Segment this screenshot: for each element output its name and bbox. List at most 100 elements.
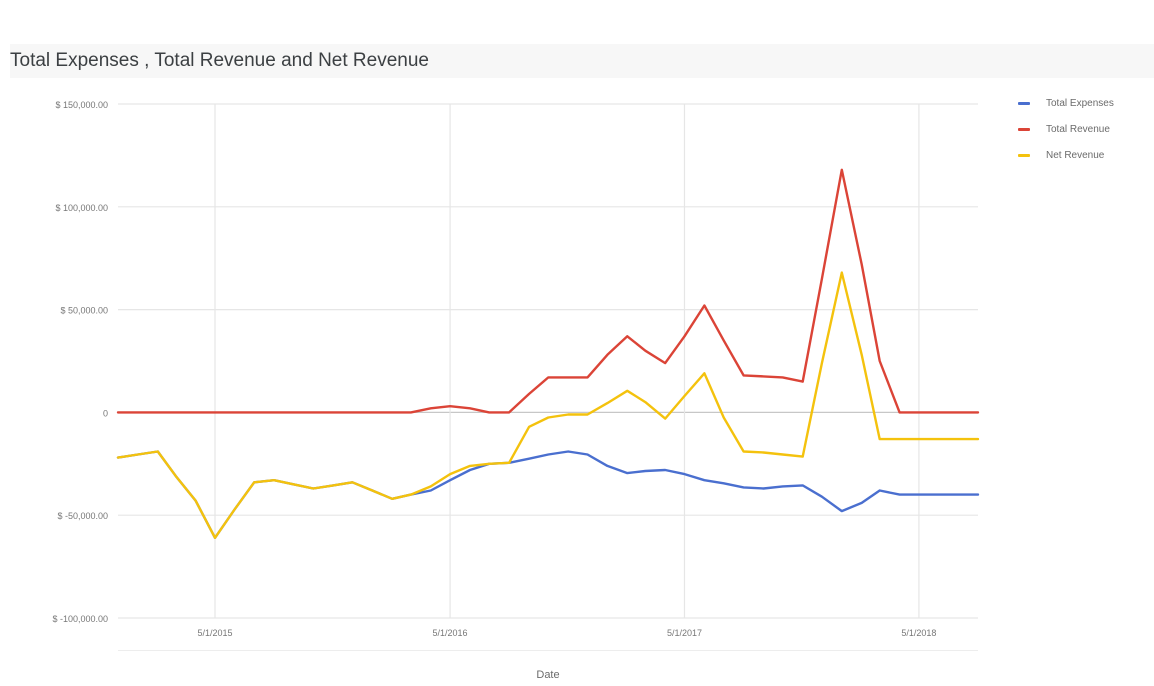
data-point-total-revenue[interactable]	[839, 167, 844, 172]
data-point-total-expenses[interactable]	[956, 492, 961, 497]
data-point-net-revenue[interactable]	[546, 415, 551, 420]
data-point-total-expenses[interactable]	[936, 492, 941, 497]
data-point-total-revenue[interactable]	[780, 375, 785, 380]
series-line-total-revenue[interactable]	[116, 168, 980, 414]
data-point-net-revenue[interactable]	[839, 270, 844, 275]
data-point-net-revenue[interactable]	[566, 412, 571, 417]
data-point-net-revenue[interactable]	[956, 437, 961, 442]
data-point-net-revenue[interactable]	[702, 371, 707, 376]
data-point-total-revenue[interactable]	[507, 410, 512, 415]
data-point-total-revenue[interactable]	[173, 410, 178, 415]
data-point-net-revenue[interactable]	[350, 480, 355, 485]
data-point-net-revenue[interactable]	[409, 492, 414, 497]
data-point-total-revenue[interactable]	[663, 361, 668, 366]
data-point-net-revenue[interactable]	[468, 464, 473, 469]
data-point-total-revenue[interactable]	[213, 410, 218, 415]
data-point-total-revenue[interactable]	[136, 410, 141, 415]
legend-item-total-revenue[interactable]: Total Revenue	[1012, 117, 1154, 143]
data-point-total-revenue[interactable]	[448, 404, 453, 409]
data-point-net-revenue[interactable]	[976, 437, 981, 442]
data-point-total-revenue[interactable]	[566, 375, 571, 380]
data-point-total-revenue[interactable]	[428, 406, 433, 411]
data-point-net-revenue[interactable]	[428, 484, 433, 489]
data-point-total-expenses[interactable]	[917, 492, 922, 497]
data-point-net-revenue[interactable]	[877, 437, 882, 442]
data-point-net-revenue[interactable]	[311, 486, 316, 491]
legend-item-total-expenses[interactable]: Total Expenses	[1012, 91, 1154, 117]
data-point-net-revenue[interactable]	[625, 388, 630, 393]
data-point-total-revenue[interactable]	[527, 392, 532, 397]
data-point-net-revenue[interactable]	[780, 452, 785, 457]
data-point-total-revenue[interactable]	[625, 334, 630, 339]
data-point-net-revenue[interactable]	[116, 455, 121, 460]
data-point-total-expenses[interactable]	[428, 488, 433, 493]
data-point-total-revenue[interactable]	[350, 410, 355, 415]
data-point-total-expenses[interactable]	[682, 472, 687, 477]
data-point-net-revenue[interactable]	[761, 450, 766, 455]
data-point-total-expenses[interactable]	[585, 452, 590, 457]
data-point-net-revenue[interactable]	[741, 449, 746, 454]
data-point-total-revenue[interactable]	[605, 352, 610, 357]
data-point-total-revenue[interactable]	[233, 410, 238, 415]
data-point-total-expenses[interactable]	[702, 478, 707, 483]
data-point-total-revenue[interactable]	[390, 410, 395, 415]
data-point-total-revenue[interactable]	[897, 410, 902, 415]
data-point-net-revenue[interactable]	[173, 474, 178, 479]
data-point-net-revenue[interactable]	[252, 480, 257, 485]
data-point-total-expenses[interactable]	[468, 468, 473, 473]
data-point-net-revenue[interactable]	[721, 415, 726, 420]
data-point-total-revenue[interactable]	[468, 406, 473, 411]
data-point-total-expenses[interactable]	[566, 449, 571, 454]
series-line-total-expenses[interactable]	[116, 450, 980, 539]
data-point-total-revenue[interactable]	[252, 410, 257, 415]
data-point-total-revenue[interactable]	[409, 410, 414, 415]
data-point-total-revenue[interactable]	[877, 359, 882, 364]
data-point-net-revenue[interactable]	[585, 412, 590, 417]
data-point-net-revenue[interactable]	[136, 452, 141, 457]
data-point-net-revenue[interactable]	[507, 460, 512, 465]
data-point-total-expenses[interactable]	[897, 492, 902, 497]
data-point-total-expenses[interactable]	[643, 469, 648, 474]
data-point-total-expenses[interactable]	[859, 501, 864, 506]
data-point-total-revenue[interactable]	[859, 262, 864, 267]
data-point-total-revenue[interactable]	[682, 334, 687, 339]
data-point-net-revenue[interactable]	[800, 454, 805, 459]
data-point-net-revenue[interactable]	[820, 361, 825, 366]
data-point-total-revenue[interactable]	[311, 410, 316, 415]
data-point-total-revenue[interactable]	[820, 276, 825, 281]
data-point-total-revenue[interactable]	[741, 373, 746, 378]
data-point-net-revenue[interactable]	[233, 507, 238, 512]
data-point-net-revenue[interactable]	[390, 496, 395, 501]
data-point-total-expenses[interactable]	[625, 471, 630, 476]
data-point-total-revenue[interactable]	[193, 410, 198, 415]
data-point-total-expenses[interactable]	[877, 488, 882, 493]
data-point-total-revenue[interactable]	[956, 410, 961, 415]
data-point-total-revenue[interactable]	[116, 410, 121, 415]
data-point-net-revenue[interactable]	[331, 483, 336, 488]
data-point-total-revenue[interactable]	[976, 410, 981, 415]
data-point-total-expenses[interactable]	[663, 468, 668, 473]
data-point-total-revenue[interactable]	[155, 410, 160, 415]
data-point-total-expenses[interactable]	[820, 494, 825, 499]
data-point-net-revenue[interactable]	[527, 424, 532, 429]
data-point-net-revenue[interactable]	[155, 449, 160, 454]
data-point-net-revenue[interactable]	[292, 482, 297, 487]
data-point-net-revenue[interactable]	[370, 488, 375, 493]
data-point-net-revenue[interactable]	[859, 352, 864, 357]
data-point-net-revenue[interactable]	[936, 437, 941, 442]
data-point-total-expenses[interactable]	[721, 481, 726, 486]
data-point-total-revenue[interactable]	[761, 374, 766, 379]
series-line-net-revenue[interactable]	[116, 271, 980, 539]
data-point-total-expenses[interactable]	[546, 452, 551, 457]
data-point-net-revenue[interactable]	[917, 437, 922, 442]
data-point-total-revenue[interactable]	[721, 338, 726, 343]
data-point-total-revenue[interactable]	[917, 410, 922, 415]
data-point-net-revenue[interactable]	[605, 401, 610, 406]
data-point-total-revenue[interactable]	[585, 375, 590, 380]
data-point-net-revenue[interactable]	[643, 400, 648, 405]
data-point-total-revenue[interactable]	[936, 410, 941, 415]
data-point-total-expenses[interactable]	[527, 456, 532, 461]
data-point-net-revenue[interactable]	[663, 416, 668, 421]
data-point-total-expenses[interactable]	[761, 486, 766, 491]
data-point-net-revenue[interactable]	[448, 472, 453, 477]
